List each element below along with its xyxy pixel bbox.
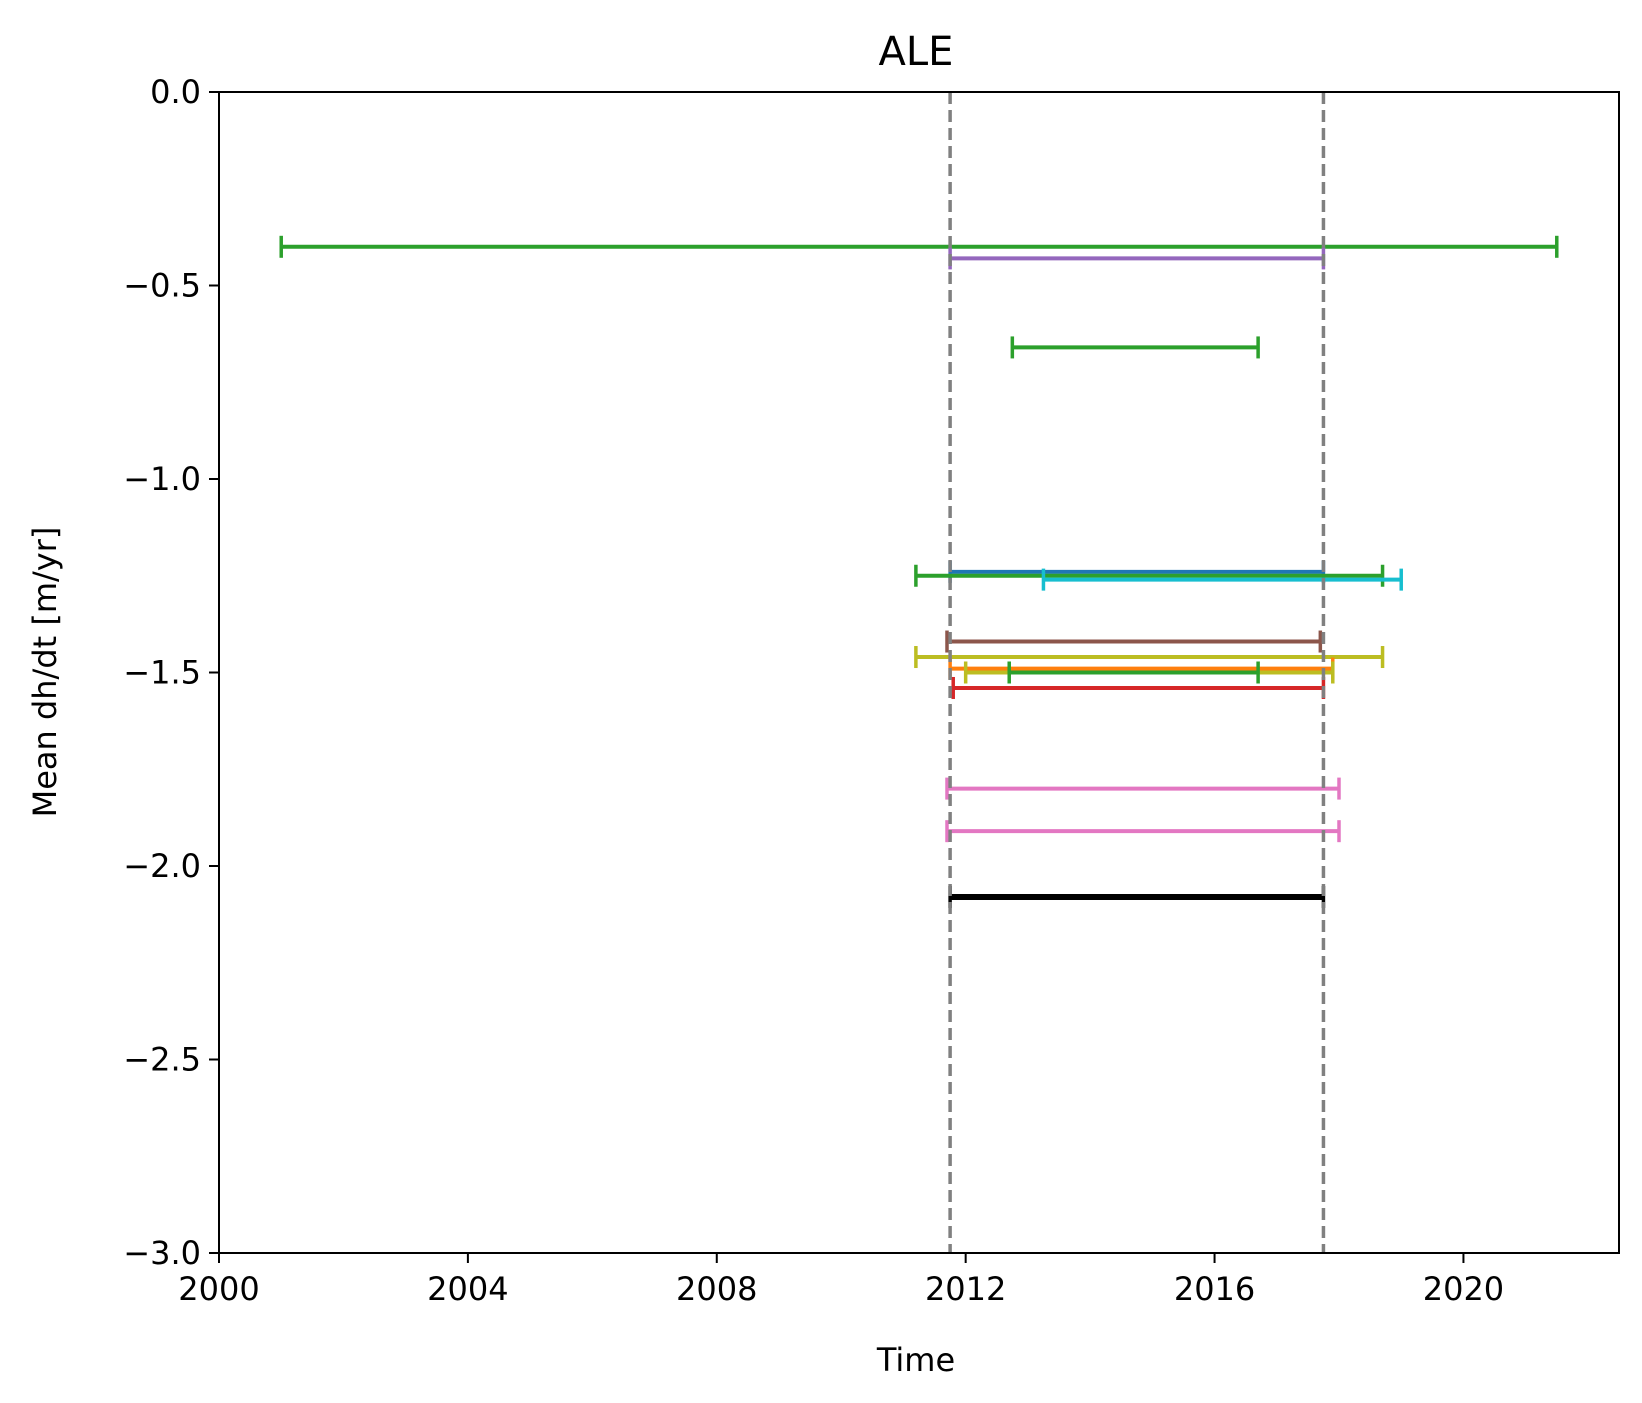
y-tick-label: 0.0 — [150, 73, 201, 111]
x-tick-label: 2012 — [925, 1270, 1006, 1308]
interval-segment-11 — [1007, 661, 1260, 684]
interval-segment-14 — [945, 820, 1341, 843]
y-tick-label: −2.0 — [123, 847, 201, 885]
series-group — [279, 92, 1559, 1253]
x-tick-label: 2016 — [1174, 1270, 1255, 1308]
interval-segment-13 — [945, 777, 1341, 800]
y-axis-label: Mean dh/dt [m/yr] — [26, 527, 64, 818]
interval-segment-1 — [279, 235, 1559, 258]
interval-segment-5 — [914, 564, 1385, 587]
x-tick-label: 2008 — [676, 1270, 757, 1308]
interval-segment-6 — [1041, 568, 1403, 591]
x-tick-label: 2020 — [1423, 1270, 1504, 1308]
interval-segment-3 — [1010, 336, 1260, 359]
interval-segment-8 — [914, 646, 1385, 669]
y-tick-label: −2.5 — [123, 1041, 201, 1079]
y-tick-label: −3.0 — [123, 1234, 201, 1272]
chart-title: ALE — [879, 29, 954, 75]
interval-segment-7 — [945, 630, 1323, 653]
y-tick-label: −1.5 — [123, 654, 201, 692]
y-tick-label: −0.5 — [123, 267, 201, 305]
x-tick-label: 2004 — [427, 1270, 508, 1308]
axes: 2000 2004 2008 2012 2016 2020 0.0 −0.5 −1.0 −1.5 −… — [123, 73, 1620, 1308]
plot-area — [279, 92, 1559, 1253]
x-tick-label: 2000 — [178, 1270, 259, 1308]
x-axis-label: Time — [876, 1341, 955, 1379]
y-tick-label: −1.0 — [123, 460, 201, 498]
